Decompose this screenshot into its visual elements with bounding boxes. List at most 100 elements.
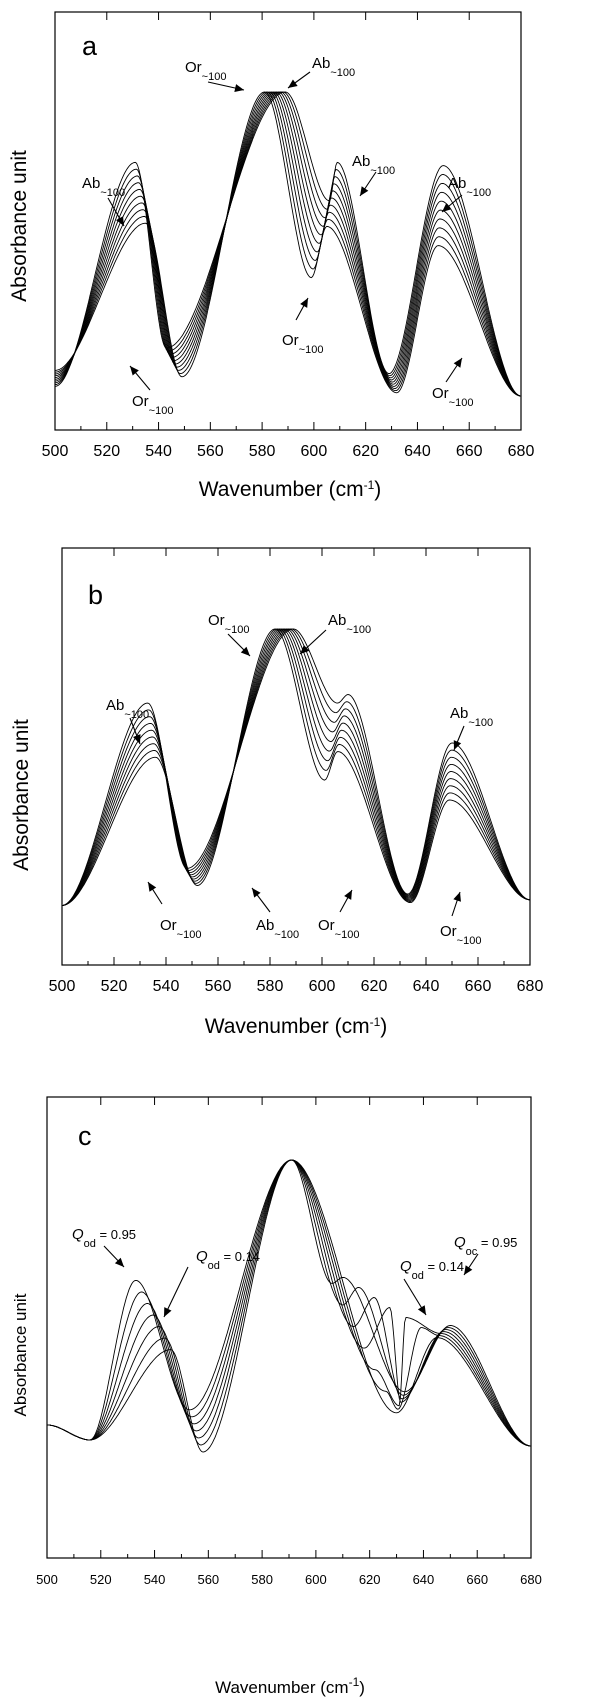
annotation: Or~100 xyxy=(185,59,245,92)
arrow-head-icon xyxy=(116,216,124,226)
x-tick-label: 620 xyxy=(361,978,388,995)
spectrum-line xyxy=(62,628,530,906)
annotation: Ab~100 xyxy=(450,705,493,751)
panel-letter: a xyxy=(82,31,98,61)
arrow-head-icon xyxy=(252,888,261,898)
arrow-head-icon xyxy=(453,740,462,750)
annotation: Or~100 xyxy=(440,891,481,947)
x-tick-label: 560 xyxy=(205,978,232,995)
arrow-head-icon xyxy=(164,1307,172,1317)
spectrum-line xyxy=(47,1159,531,1447)
chart-panel-b: 500 520 540 560 580 600 620 640 660 680 b Wavenumbe… xyxy=(0,540,590,1095)
spectrum-line xyxy=(55,91,521,397)
x-tick-label: 500 xyxy=(42,443,69,460)
x-tick-label: 660 xyxy=(465,978,492,995)
annotation-text: Qod = 0.14 xyxy=(196,1248,260,1272)
chart-svg-a: 500 520 540 560 580 600 620 640 660 680 a Wavenumbe… xyxy=(8,11,535,501)
annotation-text: Or~100 xyxy=(440,923,481,947)
x-tick-label: 620 xyxy=(359,1572,381,1587)
x-tick-label: 660 xyxy=(456,443,483,460)
spectrum-line xyxy=(55,91,521,397)
x-tick-label: 620 xyxy=(352,443,379,460)
annotation-text: Ab~100 xyxy=(82,175,125,199)
arrow-head-icon xyxy=(453,358,462,368)
chart-panel-c: 500 520 540 560 580 600 620 640 660 680 c Wavenumbe… xyxy=(0,1095,590,1703)
spectrum-line xyxy=(62,628,530,906)
annotation: Or~100 xyxy=(129,365,173,417)
arrow-head-icon xyxy=(300,644,310,654)
arrow-head-icon xyxy=(234,84,244,92)
annotation: Ab~100 xyxy=(82,175,125,227)
x-tick-label: 640 xyxy=(413,978,440,995)
spectrum-line xyxy=(62,628,530,906)
spectrum-line xyxy=(62,628,530,906)
spectrum-line xyxy=(62,628,530,906)
spectrum-line xyxy=(47,1159,531,1447)
annotation: Qod = 0.14 xyxy=(163,1248,260,1318)
arrow-head-icon xyxy=(133,734,141,744)
spectrum-line xyxy=(55,91,521,397)
annotation-text: Or~100 xyxy=(432,385,473,409)
y-axis-label: Absorbance unit xyxy=(10,719,33,871)
panel-letter: c xyxy=(78,1121,92,1151)
spectrum-line xyxy=(47,1159,531,1447)
spectrum-line xyxy=(55,91,521,397)
chart-svg-c: 500 520 540 560 580 600 620 640 660 680 c Wavenumbe… xyxy=(11,1096,542,1697)
annotation-text: Ab~100 xyxy=(312,55,355,79)
annotation-text: Ab~100 xyxy=(328,612,371,636)
annotation-text: Ab~100 xyxy=(352,153,395,177)
annotation: Ab~100 xyxy=(299,612,371,655)
x-tick-label: 500 xyxy=(49,978,76,995)
x-tick-label: 560 xyxy=(197,1572,219,1587)
x-tick-label: 680 xyxy=(508,443,535,460)
x-axis-label: Wavenumber (cm-1) xyxy=(215,1675,365,1697)
annotation-text: Ab~100 xyxy=(450,705,493,729)
chart-svg-b: 500 520 540 560 580 600 620 640 660 680 b Wavenumbe… xyxy=(10,547,544,1038)
x-tick-label: 640 xyxy=(404,443,431,460)
annotation: Qod = 0.95 xyxy=(72,1226,136,1268)
arrow-head-icon xyxy=(464,1265,473,1275)
arrow-head-icon xyxy=(344,890,352,900)
annotation: Ab~100 xyxy=(441,175,491,213)
x-tick-label: 520 xyxy=(93,443,120,460)
panel-letter: b xyxy=(88,580,103,610)
arrow-head-icon xyxy=(417,1305,426,1315)
annotation-text: Qod = 0.95 xyxy=(72,1226,136,1250)
annotation-text: Or~100 xyxy=(160,917,201,941)
x-tick-label: 560 xyxy=(197,443,224,460)
annotation: Ab~100 xyxy=(106,697,149,745)
x-tick-label: 600 xyxy=(309,978,336,995)
arrow-head-icon xyxy=(114,1257,124,1267)
x-tick-label: 640 xyxy=(413,1572,435,1587)
annotation: Or~100 xyxy=(282,297,323,356)
x-tick-label: 680 xyxy=(520,1572,542,1587)
x-axis-label: Wavenumber (cm-1) xyxy=(205,1015,388,1038)
x-tick-label: 580 xyxy=(249,443,276,460)
arrow-head-icon xyxy=(300,298,308,308)
x-tick-label: 520 xyxy=(101,978,128,995)
arrow-head-icon xyxy=(442,203,452,212)
arrow-head-icon xyxy=(130,366,139,376)
annotation-arrow xyxy=(163,1266,189,1318)
annotation-text: Ab~100 xyxy=(448,175,491,199)
annotation-text: Ab~100 xyxy=(256,917,299,941)
spectrum-line xyxy=(55,91,521,397)
spectrum-line xyxy=(47,1159,531,1447)
arrow-head-icon xyxy=(453,892,461,902)
annotation-text: Ab~100 xyxy=(106,697,149,721)
x-tick-label: 680 xyxy=(517,978,544,995)
annotation: Ab~100 xyxy=(287,55,355,89)
y-axis-label: Absorbance unit xyxy=(11,1293,30,1416)
x-tick-label: 540 xyxy=(153,978,180,995)
x-tick-label: 580 xyxy=(251,1572,273,1587)
annotation-text: Qoc = 0.95 xyxy=(454,1234,517,1258)
annotation: Qod = 0.14 xyxy=(400,1258,464,1316)
spectrum-line xyxy=(47,1159,531,1447)
y-axis-label: Absorbance unit xyxy=(8,150,31,302)
spectrum-line xyxy=(55,91,521,397)
spectrum-line xyxy=(55,91,521,397)
annotation: Or~100 xyxy=(147,881,201,941)
annotation-text: Or~100 xyxy=(132,393,173,417)
spectrum-line xyxy=(62,628,530,906)
x-axis-label: Wavenumber (cm-1) xyxy=(199,478,382,501)
